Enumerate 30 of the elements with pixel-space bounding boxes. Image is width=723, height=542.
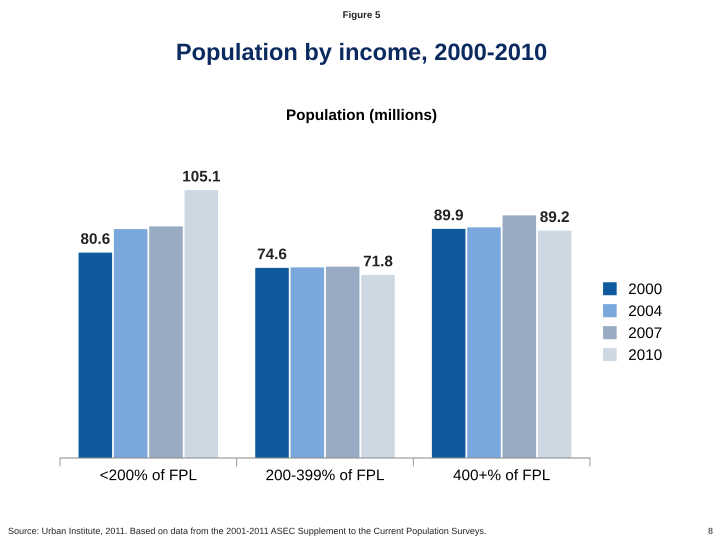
data-label: 105.1	[183, 170, 220, 182]
x-tick-label: 200-399% of FPL	[266, 469, 384, 480]
bar	[361, 275, 395, 458]
data-label: 71.8	[364, 256, 392, 266]
x-tick-label: <200% of FPL	[100, 469, 196, 480]
bar	[538, 230, 572, 458]
legend-label: 2010	[628, 349, 662, 360]
data-label: 89.2	[540, 211, 569, 222]
bar	[78, 252, 112, 458]
bar	[502, 215, 536, 458]
caption: Figure 5	[343, 10, 380, 20]
source-note: Source: Urban Institute, 2011. Based on data from the 2001-2011 ASEC Supplement to the Current Population Surveys.	[8, 527, 486, 536]
bar	[255, 268, 289, 458]
bar	[149, 226, 183, 458]
text: 8	[708, 528, 713, 534]
bar	[184, 190, 218, 458]
legend-label: 2000	[628, 283, 662, 294]
chart-title: Population by income, 2000-2010	[177, 42, 546, 65]
bar	[290, 267, 324, 458]
bar	[326, 266, 360, 458]
bar	[432, 228, 466, 458]
data-label: 89.9	[434, 209, 463, 220]
data-label: 74.6	[258, 248, 286, 260]
x-tick-label: 400+% of FPL	[453, 469, 550, 480]
bar	[467, 227, 501, 458]
legend-label: 2007	[628, 327, 662, 338]
bar	[114, 229, 148, 458]
data-label: 80.6	[80, 233, 110, 244]
legend-label: 2004	[628, 305, 662, 316]
chart-subtitle: Population (millions)	[286, 108, 436, 124]
